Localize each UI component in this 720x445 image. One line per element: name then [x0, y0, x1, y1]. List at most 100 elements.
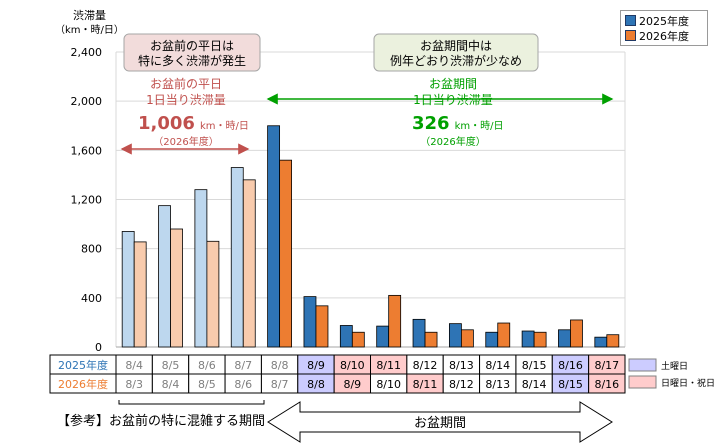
period-value-number: 326: [412, 113, 450, 134]
date-row-label: 2026年度: [58, 377, 108, 391]
bar-2025: [339, 325, 353, 348]
legend-swatch-2026: [625, 30, 636, 41]
y-tick-label: 2,000: [71, 95, 103, 108]
period-label-line-1: お盆期間: [429, 77, 477, 91]
bar-2025: [158, 205, 171, 348]
legend-label-2025: 2025年度: [639, 14, 689, 28]
saturday-label: 土曜日: [661, 360, 688, 372]
period-double-arrow: [267, 401, 613, 443]
y-axis-label: 渋滞量: [73, 9, 106, 22]
date-cell-label: 8/13: [449, 359, 474, 372]
date-cell-label: 8/15: [558, 378, 583, 391]
y-tick-labels: 0 400 800 1,200 1,600 2,000 2,400: [71, 46, 103, 354]
date-cell-label: 8/14: [522, 378, 547, 391]
pre-annotation-box: [123, 33, 261, 72]
date-cell-label: 8/15: [522, 359, 547, 372]
bar-2025: [558, 329, 571, 348]
legend: 2025年度 2026年度: [620, 10, 708, 46]
date-cell-label: 8/16: [594, 378, 619, 391]
date-cell-label: 8/17: [594, 359, 619, 372]
date-cell-label: 8/4: [162, 378, 180, 391]
y-tick-label: 1,600: [71, 144, 103, 157]
bar-2026: [279, 159, 293, 348]
date-cell-label: 8/13: [485, 378, 510, 391]
bar-2025: [194, 189, 208, 348]
holiday-swatch: [628, 375, 657, 389]
period-value-unit: km・時/日: [455, 120, 504, 132]
bar-2026: [460, 329, 474, 348]
period-year: （2026年度）: [420, 135, 485, 148]
y-tick-label: 2,400: [71, 46, 103, 59]
bar-2025: [303, 296, 317, 348]
bar-2026: [242, 179, 256, 348]
date-cell-label: 8/12: [449, 378, 474, 391]
legend-item-2025: 2025年度: [625, 13, 703, 28]
bar-2025: [448, 323, 462, 348]
pre-value-number: 1,006: [138, 113, 195, 134]
bar-2026: [170, 228, 183, 348]
y-tick-label: 1,200: [71, 194, 103, 207]
legend-item-2026: 2026年度: [625, 28, 703, 43]
bar-2025: [230, 167, 244, 348]
bar-2026: [497, 322, 511, 348]
date-cell-label: 8/6: [198, 359, 216, 372]
bars: [121, 125, 620, 348]
date-cell-label: 8/8: [307, 378, 325, 391]
bar-2026: [315, 305, 329, 348]
date-cell-label: 8/9: [343, 378, 361, 391]
y-tick-label: 800: [81, 243, 102, 256]
bar-2025: [485, 331, 499, 348]
y-tick-label: 400: [81, 292, 102, 305]
y-axis-unit: （km・時/日）: [55, 24, 124, 36]
date-cell-label: 8/5: [198, 378, 216, 391]
date-cell-label: 8/7: [271, 378, 289, 391]
period-label-line-2: 1日当り渋滞量: [413, 93, 493, 107]
date-cell-label: 8/16: [558, 359, 583, 372]
bar-2026: [606, 334, 620, 348]
period-value: 326 km・時/日: [412, 113, 503, 134]
pre-label-line-2: 1日当り渋滞量: [146, 93, 226, 107]
bar-2026: [133, 241, 147, 348]
pre-value-unit: km・時/日: [200, 120, 249, 132]
bar-2026: [570, 319, 583, 348]
legend-swatch-2025: [625, 15, 636, 26]
date-cell-label: 8/7: [234, 359, 252, 372]
date-cell-label: 8/10: [340, 359, 365, 372]
pre-period-bracket: [118, 400, 265, 405]
bar-2025: [121, 231, 135, 348]
pre-year: （2026年度）: [153, 135, 218, 148]
pre-box-line-2: 特に多く渋滞が発生: [138, 53, 246, 68]
date-cell-label: 8/6: [234, 378, 252, 391]
bar-2026: [351, 331, 365, 348]
saturday-swatch: [628, 358, 657, 372]
date-cell-label: 8/5: [162, 359, 180, 372]
pre-period-caption: 【参考】お盆前の特に混雑する期間: [57, 413, 265, 429]
date-cell-label: 8/14: [485, 359, 510, 372]
pre-label-line-1: お盆前の平日: [150, 76, 222, 91]
date-table: 2025年度 8/4 8/5 8/6 8/7 8/8 8/9 8/10 8/11 8/12 8/13…: [49, 354, 626, 394]
legend-label-2026: 2026年度: [639, 29, 689, 43]
bar-2026: [388, 294, 402, 348]
date-cell-label: 8/12: [413, 359, 438, 372]
bar-2025: [521, 330, 535, 348]
bar-2026: [533, 331, 547, 348]
bar-2025: [267, 125, 281, 348]
period-box-line-2: 例年どおり渋滞が少なめ: [390, 53, 522, 68]
date-row-label: 2025年度: [58, 358, 108, 372]
pre-value: 1,006 km・時/日: [138, 113, 249, 134]
date-cell-label: 8/9: [307, 359, 325, 372]
period-caption: お盆期間: [414, 416, 466, 431]
pre-box-line-1: お盆前の平日は: [150, 38, 234, 53]
holiday-label: 日曜日・祝日: [661, 377, 715, 389]
bar-2026: [206, 240, 220, 348]
date-cell-label: 8/4: [125, 359, 143, 372]
date-cell-label: 8/10: [376, 378, 401, 391]
date-cell-label: 8/8: [271, 359, 289, 372]
date-cell-label: 8/11: [376, 359, 401, 372]
bar-2025: [594, 336, 608, 348]
bar-2026: [424, 331, 438, 348]
date-cell-label: 8/11: [413, 378, 438, 391]
bar-2025: [376, 325, 390, 348]
period-annotation-box: [373, 33, 539, 72]
